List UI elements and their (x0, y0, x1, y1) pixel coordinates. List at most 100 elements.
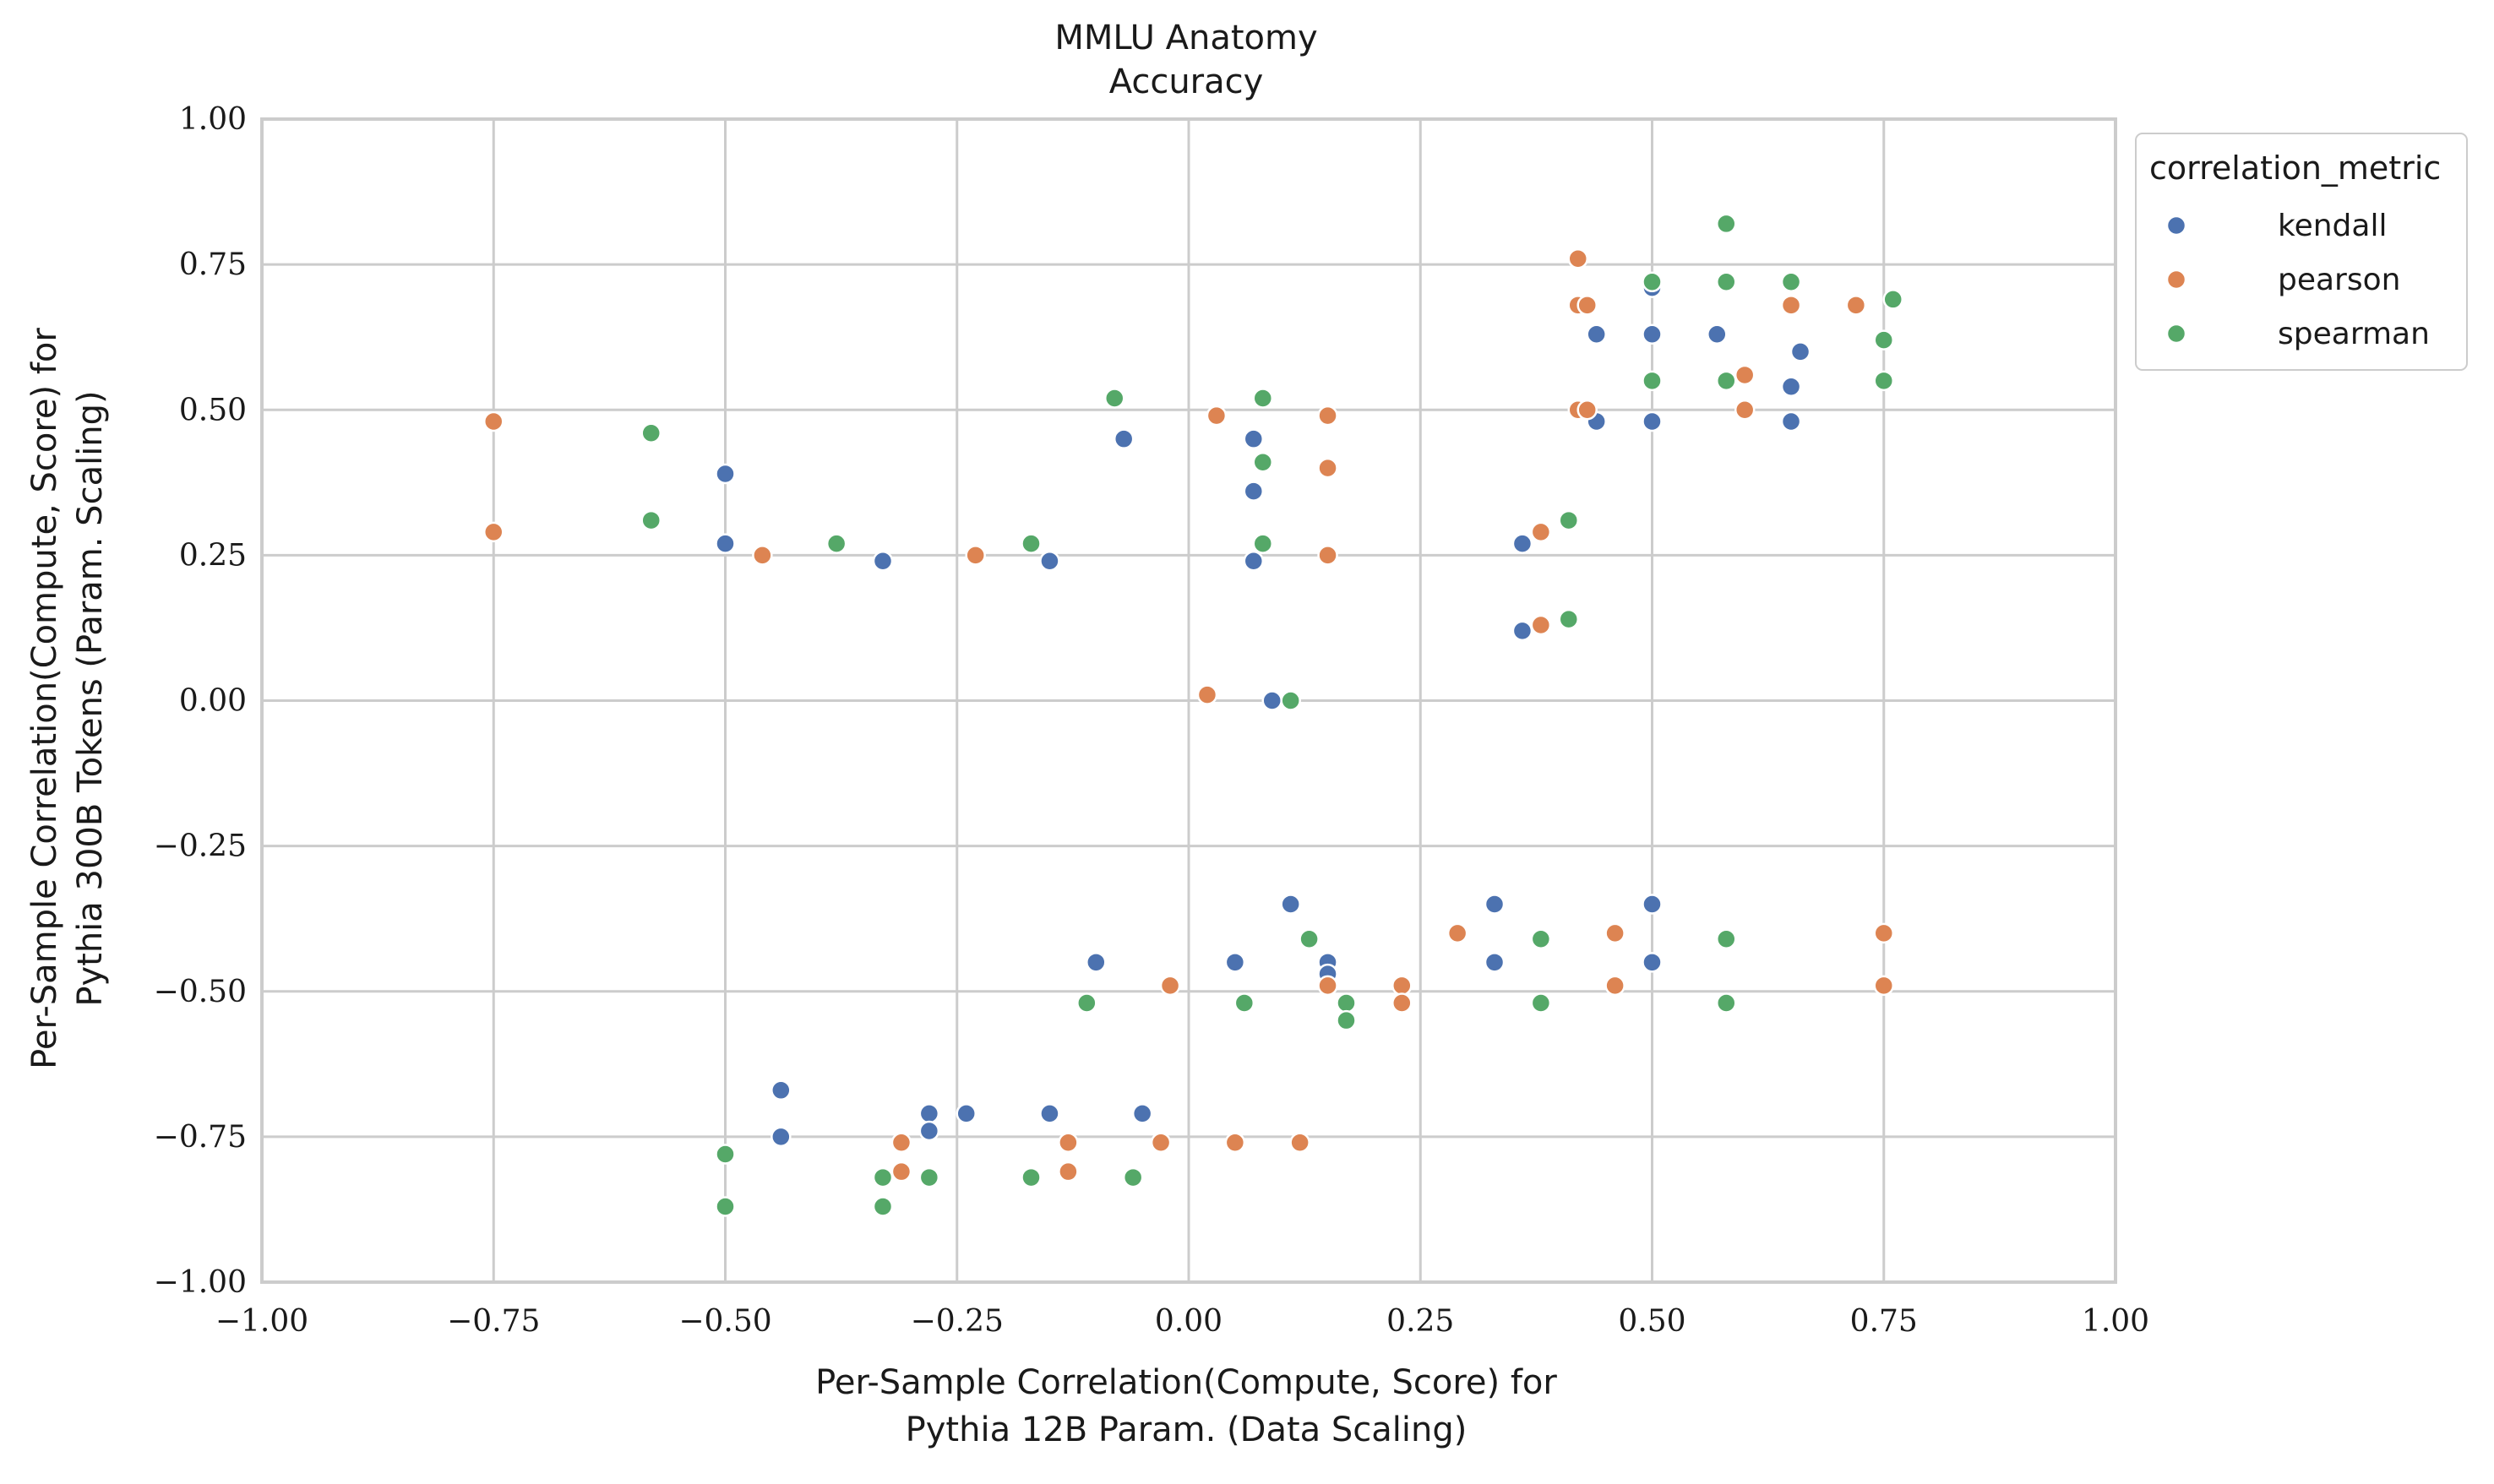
spearman-point (1873, 329, 1894, 351)
kendall-point (918, 1103, 940, 1124)
legend-title: correlation_metric (2149, 149, 2441, 187)
spearman-point (640, 422, 662, 444)
pearson-point (1206, 405, 1228, 427)
spearman-point (715, 1144, 736, 1165)
y-tick-label: 0.00 (179, 684, 247, 719)
legend-marker-pearson (2165, 269, 2187, 291)
kendall-point (1243, 428, 1265, 449)
pearson-point (1317, 975, 1338, 997)
pearson-point (1845, 295, 1867, 316)
kendall-point (1789, 341, 1811, 362)
kendall-point (1642, 894, 1663, 915)
y-tick-label: −1.00 (154, 1265, 247, 1300)
legend-marker-kendall (2165, 215, 2187, 236)
spearman-point (1882, 289, 1903, 310)
kendall-point (715, 533, 736, 554)
spearman-point (1558, 509, 1580, 531)
spearman-point (1021, 533, 1042, 554)
pearson-point (483, 410, 504, 432)
pearson-point (1317, 405, 1338, 427)
pearson-point (1530, 521, 1552, 543)
pearson-point (1576, 400, 1598, 421)
pearson-point (1576, 295, 1598, 316)
pearson-point (1058, 1161, 1079, 1182)
spearman-point (1252, 451, 1274, 473)
y-tick-label: 0.75 (179, 247, 247, 282)
spearman-point (1280, 690, 1301, 711)
spearman-point (1716, 271, 1737, 293)
pearson-point (1780, 295, 1802, 316)
spearman-point (1530, 992, 1552, 1014)
spearman-point (1021, 1166, 1042, 1188)
legend-items: kendall pearson spearman (2165, 209, 2430, 351)
kendall-point (771, 1079, 792, 1101)
kendall-point (1780, 410, 1802, 432)
pearson-point (1391, 992, 1413, 1014)
pearson-point (1446, 922, 1468, 944)
kendall-point (1039, 1103, 1060, 1124)
spearman-point (825, 533, 847, 554)
x-tick-label: −1.00 (215, 1304, 308, 1339)
spearman-point (1299, 928, 1320, 950)
pearson-point (1530, 614, 1552, 636)
spearman-point (1873, 370, 1894, 392)
y-axis-label-line1: Per-Sample Correlation(Compute, Score) f… (25, 328, 64, 1069)
spearman-point (1076, 992, 1097, 1014)
pearson-point (1567, 247, 1588, 269)
pearson-point (1734, 400, 1756, 421)
spearman-point (1558, 608, 1580, 630)
legend-box (2135, 133, 2468, 371)
pearson-point (1289, 1132, 1310, 1154)
pearson-point (1604, 975, 1625, 997)
pearson-point (1873, 922, 1894, 944)
kendall-point (1642, 410, 1663, 432)
spearman-point (1336, 992, 1357, 1014)
spearman-point (1252, 388, 1274, 409)
pearson-point (965, 545, 986, 566)
kendall-point (1780, 376, 1802, 397)
spearman-point (1716, 370, 1737, 392)
spearman-point (640, 509, 662, 531)
plot-border (260, 117, 2117, 1284)
x-tick-label: −0.25 (911, 1304, 1004, 1339)
x-tick-label: 0.25 (1386, 1304, 1454, 1339)
y-tick-label: −0.50 (154, 975, 247, 1009)
kendall-point (1484, 894, 1506, 915)
kendall-point (715, 463, 736, 485)
legend-label-pearson: pearson (2278, 263, 2400, 297)
kendall-point (1039, 551, 1060, 572)
kendall-point (1224, 952, 1246, 973)
pearson-point (890, 1132, 912, 1154)
pearson-point (1224, 1132, 1246, 1154)
pearson-point (890, 1161, 912, 1182)
legend: correlation_metric kendall pearson spearma… (2135, 133, 2468, 371)
pearson-point (1317, 457, 1338, 479)
pearson-point (1058, 1132, 1079, 1154)
spearman-point (1780, 271, 1802, 293)
pearson-point (1317, 545, 1338, 566)
pearson-point (752, 545, 773, 566)
x-tick-label: 1.00 (2082, 1304, 2149, 1339)
y-tick-label: −0.25 (154, 829, 247, 864)
kendall-point (1642, 952, 1663, 973)
tick-labels: −1.00 −1.00 −0.75 −0.75 −0.50 −0.50 −0.25 −0.25… (154, 102, 2149, 1339)
spearman-point (715, 1196, 736, 1217)
y-tick-label: 1.00 (179, 102, 247, 137)
kendall-point (1131, 1103, 1153, 1124)
y-tick-label: 0.50 (179, 393, 247, 427)
spearman-point (1336, 1009, 1357, 1031)
pearson-point (1150, 1132, 1172, 1154)
spearman-point (1252, 533, 1274, 554)
spearman-point (1642, 271, 1663, 293)
y-tick-label: −0.75 (154, 1120, 247, 1155)
kendall-point (1261, 690, 1282, 711)
chart-title: MMLU Anatomy (1054, 19, 1317, 57)
x-axis-label-line1: Per-Sample Correlation(Compute, Score) f… (815, 1363, 1557, 1402)
pearson-point (1873, 975, 1894, 997)
spearman-point (918, 1166, 940, 1188)
kendall-point (1243, 481, 1265, 502)
y-axis-label-line2: Pythia 300B Tokens (Param. Scaling) (71, 390, 110, 1006)
pearson-point (483, 521, 504, 543)
kendall-point (1280, 894, 1301, 915)
